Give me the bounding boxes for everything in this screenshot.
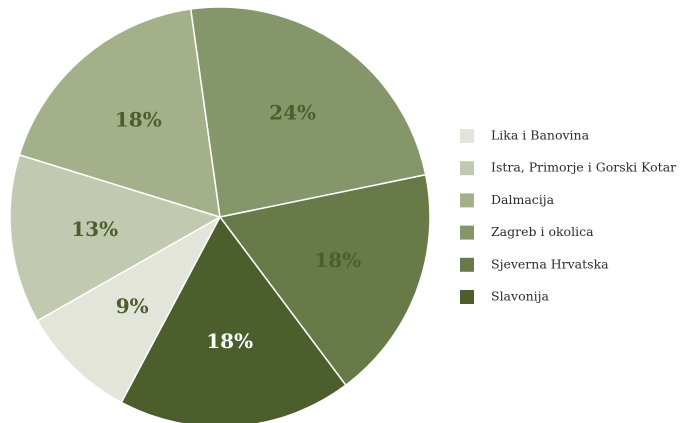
pie-data-label-1: 9% (116, 294, 149, 318)
pie-slice-6 (120, 215, 347, 423)
legend-swatch-2 (460, 161, 474, 176)
pie-slice-5 (218, 173, 431, 387)
pie-data-label-4: 24% (269, 101, 316, 125)
pie-data-labels: 9% 13% 18% 24% 18% 18% (71, 101, 361, 354)
legend-label-5: Sjeverna Hrvatska (491, 256, 609, 271)
pie-data-label-2: 13% (71, 217, 118, 241)
legend-swatch-6 (460, 290, 474, 304)
legend-label-4: Zagreb i okolica (491, 224, 594, 239)
legend-label-1: Lika i Banovina (491, 128, 590, 143)
legend-label-2: Istra, Primorje i Gorski Kotar (491, 160, 676, 175)
pie-slice-1 (36, 215, 222, 404)
legend-label-6: Slavonija (491, 289, 550, 304)
legend-swatch-3 (460, 193, 474, 208)
legend-swatch-1 (460, 129, 474, 143)
pie-data-label-3: 18% (115, 108, 162, 132)
pie-data-label-5: 18% (314, 248, 361, 272)
legend-swatch-5 (460, 257, 474, 272)
pie-slice-4 (189, 6, 427, 218)
pie-slice-3 (18, 8, 221, 219)
chart-legend: Lika i Banovina Istra, Primorje i Gorski … (460, 128, 676, 304)
pie-data-label-6: 18% (206, 329, 253, 353)
legend-label-3: Dalmacija (491, 192, 555, 207)
pie-slices (9, 6, 431, 423)
legend-swatch-4 (460, 225, 474, 240)
pie-slice-2 (9, 153, 222, 322)
